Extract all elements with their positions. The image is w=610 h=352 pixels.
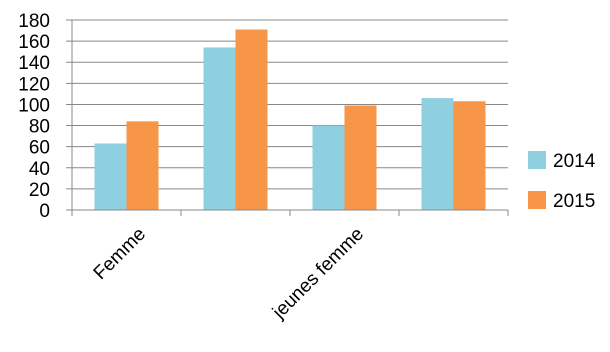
bar-2014-2: [312, 125, 345, 210]
y-tick-label: 60: [29, 138, 50, 159]
legend-swatch-2015: [528, 191, 546, 209]
bar-2015-0: [126, 121, 159, 210]
bar-2014-3: [421, 98, 454, 210]
bar-2015-3: [453, 101, 486, 210]
y-tick-label: 120: [18, 74, 50, 95]
bar-2015-1: [235, 29, 268, 210]
legend-swatch-2014: [528, 151, 546, 169]
y-tick-label: 20: [29, 180, 50, 201]
y-tick-label: 40: [29, 159, 50, 180]
y-tick-label: 0: [39, 201, 50, 222]
bar-2014-0: [94, 143, 127, 210]
y-tick-label: 180: [18, 11, 50, 32]
legend-label: 2014: [553, 151, 596, 172]
legend: 2014 2015: [528, 151, 596, 212]
legend-label: 2015: [553, 191, 595, 212]
axes: [66, 20, 509, 216]
x-tick-label: jeunes femme: [268, 224, 368, 324]
y-tick-label: 80: [29, 117, 50, 138]
y-tick-label: 140: [18, 53, 50, 74]
bar-2014-1: [203, 47, 236, 210]
bar-2015-2: [344, 105, 377, 210]
y-tick-label: 160: [18, 32, 50, 53]
x-tick-label: Femme: [90, 224, 150, 284]
y-tick-label: 100: [18, 95, 50, 116]
bars: [94, 29, 486, 210]
x-tick-labels: Femme jeunes femme: [90, 224, 368, 324]
